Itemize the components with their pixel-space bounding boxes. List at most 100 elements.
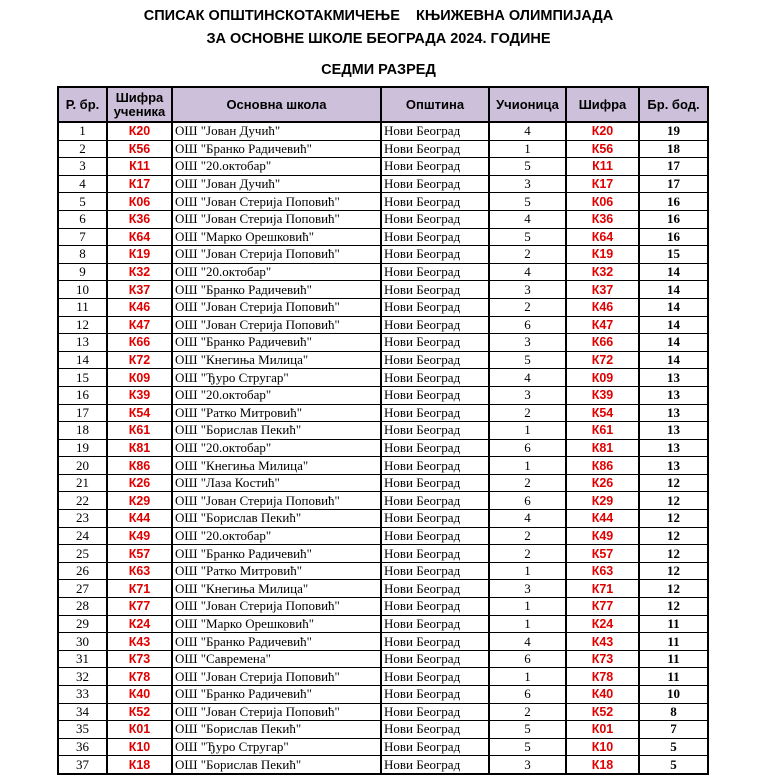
rank-cell: 14 <box>57 350 108 370</box>
table-row: 14 К72 ОШ "Кнегиња Милица" Нови Београд 5 К72… <box>57 350 709 370</box>
points-cell: 17 <box>638 157 709 176</box>
points-cell: 16 <box>638 192 709 211</box>
rank-cell: 1 <box>57 121 108 141</box>
table-row: 18 К61 ОШ "Борислав Пекић" Нови Београд 1 К61… <box>57 421 709 440</box>
table-row: 32 К78 ОШ "Јован Стерија Поповић" Нови Беог… <box>57 667 709 686</box>
rank-cell: 35 <box>57 720 108 739</box>
school-cell: ОШ "Јован Стерија Поповић" <box>171 667 382 686</box>
rank-cell: 19 <box>57 438 108 458</box>
school-cell: ОШ "Кнегиња Милица" <box>171 456 382 475</box>
school-cell: ОШ "20.октобар" <box>171 262 382 282</box>
school-cell: ОШ "Јован Стерија Поповић" <box>171 192 382 211</box>
classroom-cell: 5 <box>488 350 567 370</box>
points-cell: 11 <box>638 649 709 669</box>
classroom-cell: 2 <box>488 544 567 563</box>
code-cell: К56 <box>565 139 640 159</box>
points-cell: 7 <box>638 720 709 739</box>
rank-cell: 37 <box>57 755 108 775</box>
points-cell: 14 <box>638 297 709 317</box>
code-cell: К17 <box>565 174 640 194</box>
classroom-cell: 3 <box>488 579 567 599</box>
code-cell: К63 <box>565 561 640 581</box>
rank-cell: 20 <box>57 456 108 475</box>
code-cell: К29 <box>565 491 640 511</box>
municipality-cell: Нови Београд <box>380 174 490 194</box>
municipality-cell: Нови Београд <box>380 597 490 616</box>
student-code-cell: К61 <box>106 421 173 440</box>
table-row: 15 К09 ОШ "Ђуро Стругар" Нови Београд 4 К09 13 <box>57 368 709 387</box>
table-row: 30 К43 ОШ "Бранко Радичевић" Нови Београд 4 К… <box>57 632 709 651</box>
classroom-cell: 5 <box>488 227 567 247</box>
table-row: 9 К32 ОШ "20.октобар" Нови Београд 4 К32 14 <box>57 262 709 282</box>
student-code-cell: К77 <box>106 597 173 616</box>
rank-cell: 5 <box>57 192 108 211</box>
student-code-cell: К11 <box>106 157 173 176</box>
classroom-cell: 5 <box>488 737 567 757</box>
municipality-cell: Нови Београд <box>380 438 490 458</box>
classroom-cell: 1 <box>488 456 567 475</box>
municipality-cell: Нови Београд <box>380 192 490 211</box>
classroom-cell: 3 <box>488 385 567 405</box>
municipality-cell: Нови Београд <box>380 139 490 159</box>
student-code-cell: К52 <box>106 702 173 722</box>
points-cell: 16 <box>638 209 709 229</box>
points-cell: 19 <box>638 121 709 141</box>
table-row: 20 К86 ОШ "Кнегиња Милица" Нови Београд 1 К86… <box>57 456 709 475</box>
municipality-cell: Нови Београд <box>380 403 490 423</box>
code-cell: К32 <box>565 262 640 282</box>
classroom-cell: 1 <box>488 421 567 440</box>
municipality-cell: Нови Београд <box>380 473 490 493</box>
classroom-cell: 4 <box>488 262 567 282</box>
table-row: 4 К17 ОШ "Јован Дучић" Нови Београд 3 К17 17 <box>57 174 709 194</box>
rank-cell: 18 <box>57 421 108 440</box>
student-code-cell: К71 <box>106 579 173 599</box>
table-row: 6 К36 ОШ "Јован Стерија Поповић" Нови Беогр… <box>57 209 709 229</box>
col-student-code: Шифра ученика <box>106 86 173 123</box>
municipality-cell: Нови Београд <box>380 227 490 247</box>
code-cell: К73 <box>565 649 640 669</box>
classroom-cell: 5 <box>488 157 567 176</box>
code-cell: К78 <box>565 667 640 686</box>
classroom-cell: 1 <box>488 614 567 634</box>
points-cell: 17 <box>638 174 709 194</box>
rank-cell: 4 <box>57 174 108 194</box>
classroom-cell: 4 <box>488 368 567 387</box>
school-cell: ОШ "Јован Стерија Поповић" <box>171 702 382 722</box>
school-cell: ОШ "Јован Стерија Поповић" <box>171 209 382 229</box>
school-cell: ОШ "Јован Стерија Поповић" <box>171 597 382 616</box>
table-row: 26 К63 ОШ "Ратко Митровић" Нови Београд 1 К63… <box>57 561 709 581</box>
municipality-cell: Нови Београд <box>380 333 490 352</box>
col-classroom: Учионица <box>488 86 567 123</box>
points-cell: 15 <box>638 245 709 264</box>
table-row: 37 К18 ОШ "Борислав Пекић" Нови Београд 3 К18… <box>57 755 709 775</box>
student-code-cell: К57 <box>106 544 173 563</box>
school-cell: ОШ "Бранко Радичевић" <box>171 632 382 651</box>
classroom-cell: 6 <box>488 649 567 669</box>
code-cell: К20 <box>565 121 640 141</box>
points-cell: 5 <box>638 737 709 757</box>
points-cell: 14 <box>638 315 709 335</box>
school-cell: ОШ "Јован Стерија Поповић" <box>171 245 382 264</box>
municipality-cell: Нови Београд <box>380 209 490 229</box>
table-row: 8 К19 ОШ "Јован Стерија Поповић" Нови Беогр… <box>57 245 709 264</box>
school-cell: ОШ "Бранко Радичевић" <box>171 280 382 299</box>
table-row: 7 К64 ОШ "Марко Орешковић" Нови Београд 5 К64… <box>57 227 709 247</box>
table-row: 33 К40 ОШ "Бранко Радичевић" Нови Београд 6 К… <box>57 685 709 704</box>
table-row: 5 К06 ОШ "Јован Стерија Поповић" Нови Беогр… <box>57 192 709 211</box>
school-cell: ОШ "Бранко Радичевић" <box>171 685 382 704</box>
code-cell: К39 <box>565 385 640 405</box>
rank-cell: 21 <box>57 473 108 493</box>
student-code-cell: К01 <box>106 720 173 739</box>
col-rank: Р. бр. <box>57 86 108 123</box>
municipality-cell: Нови Београд <box>380 280 490 299</box>
table-row: 24 К49 ОШ "20.октобар" Нови Београд 2 К49 12 <box>57 526 709 546</box>
classroom-cell: 1 <box>488 139 567 159</box>
points-cell: 12 <box>638 597 709 616</box>
school-cell: ОШ "Кнегиња Милица" <box>171 579 382 599</box>
municipality-cell: Нови Београд <box>380 579 490 599</box>
student-code-cell: К06 <box>106 192 173 211</box>
table-row: 21 К26 ОШ "Лаза Костић" Нови Београд 2 К26 12 <box>57 473 709 493</box>
student-code-cell: К73 <box>106 649 173 669</box>
student-code-cell: К36 <box>106 209 173 229</box>
classroom-cell: 3 <box>488 755 567 775</box>
